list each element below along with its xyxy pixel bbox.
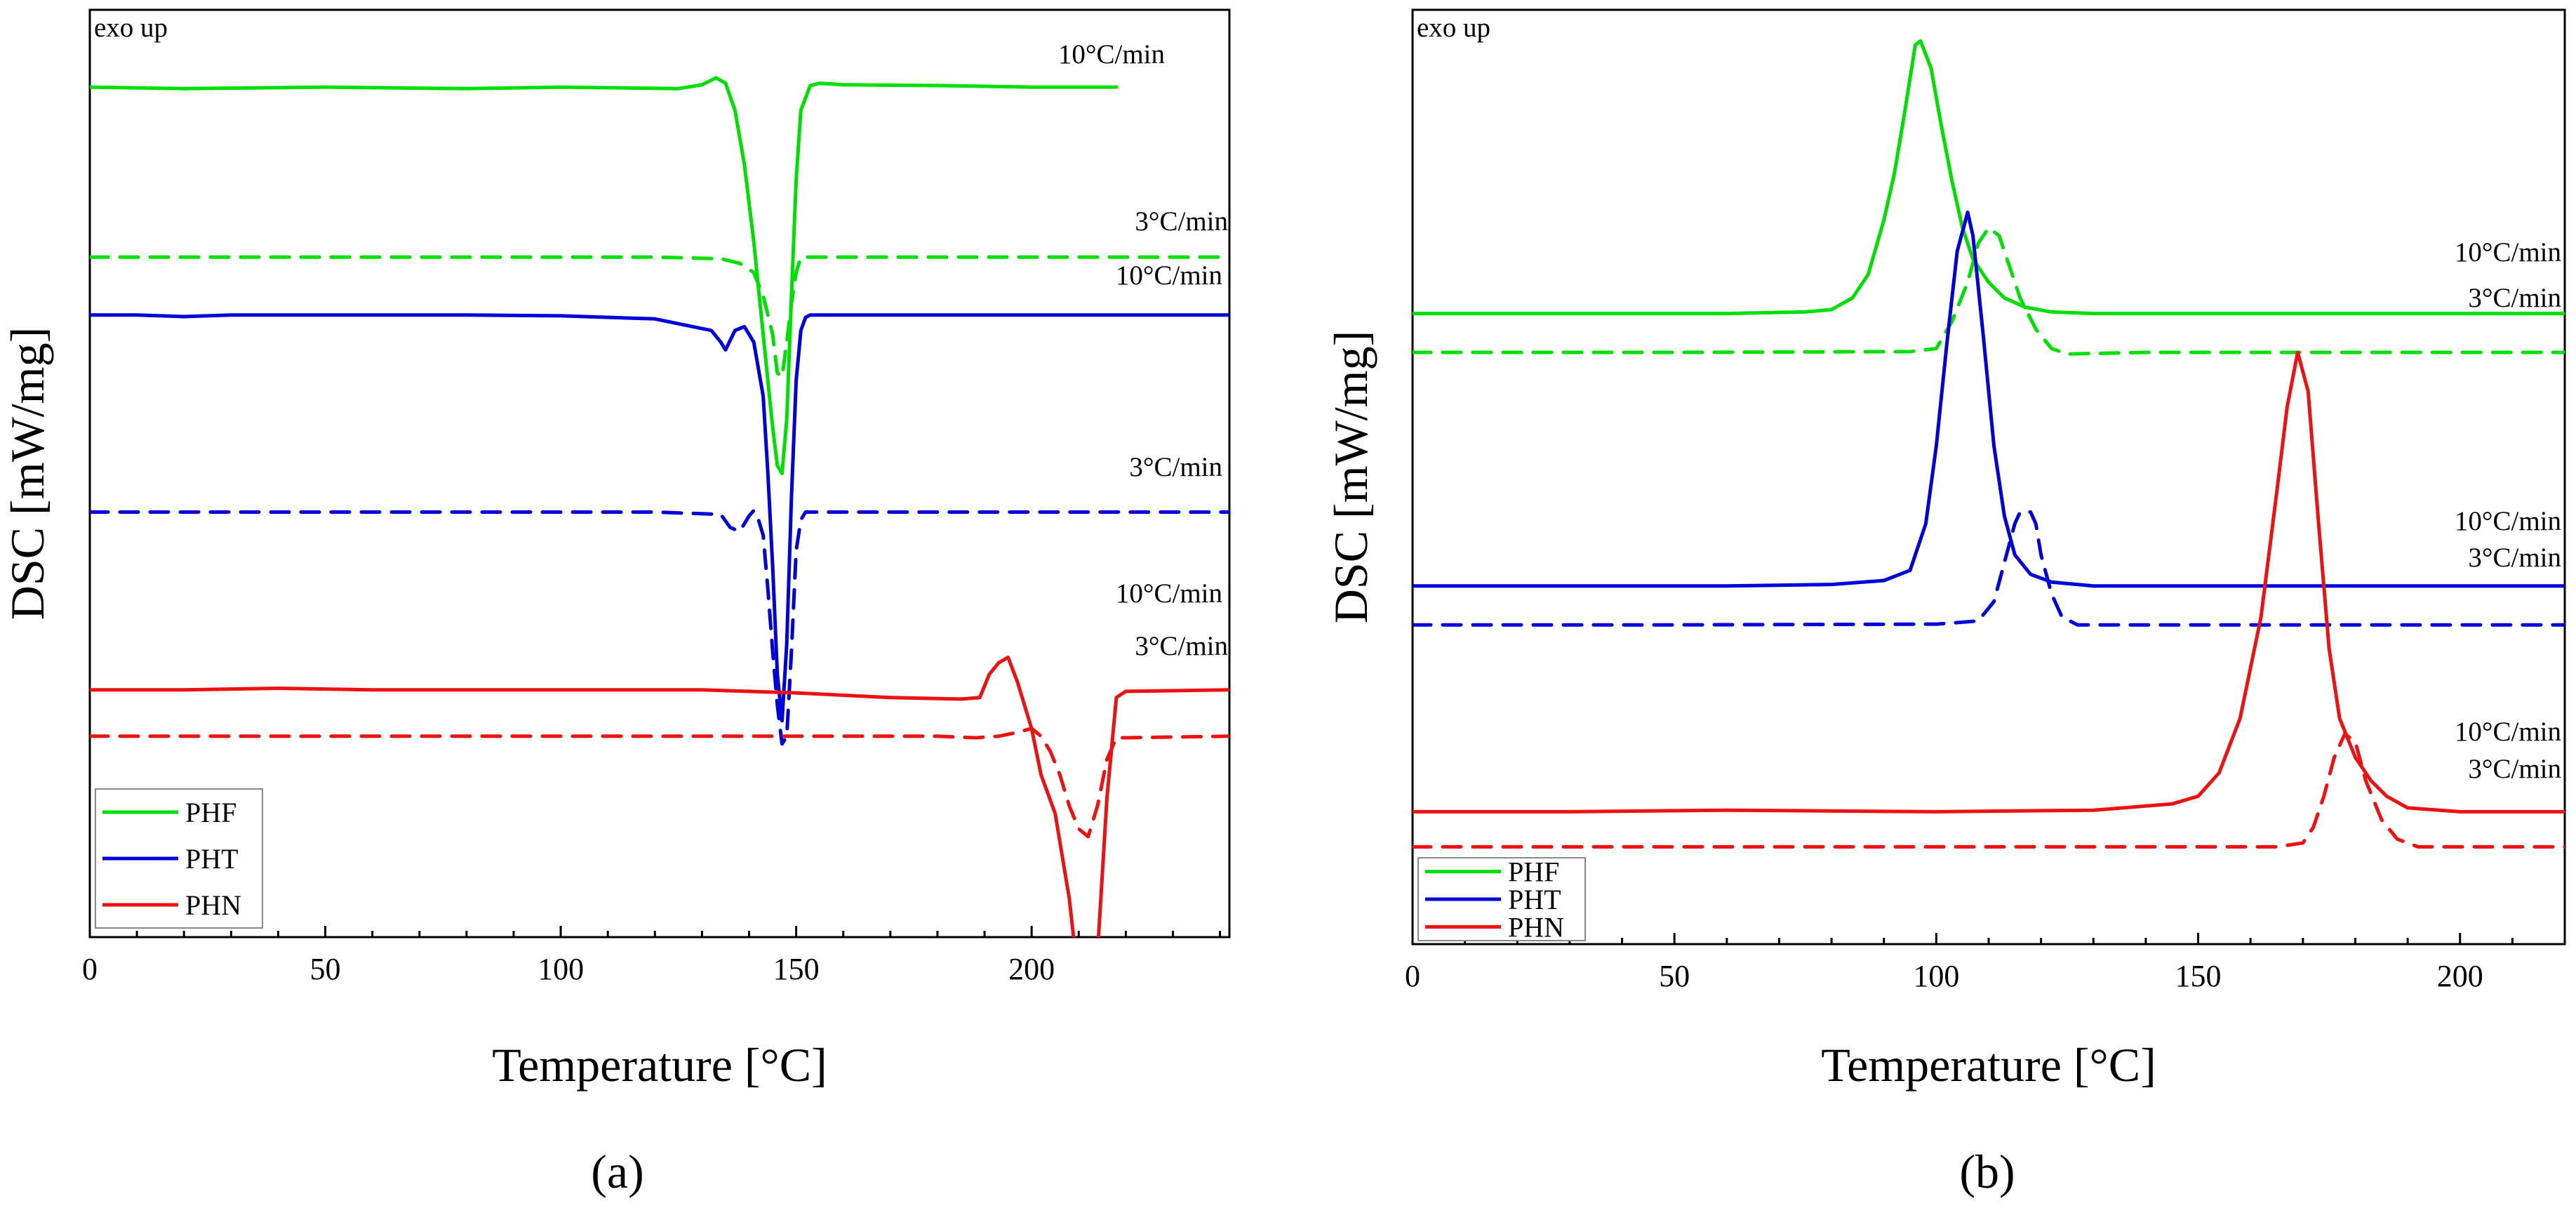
series-rate-label: 3°C/min (1129, 452, 1222, 482)
panel-a: 10°C/min 3°C/min 10°C/min 3°C/min 10°C/min 3°… (1, 8, 1231, 1198)
series-group (1413, 39, 2565, 849)
x-tick-label: 50 (1659, 959, 1690, 993)
x-tick-label: 0 (82, 952, 98, 986)
series-rate-label: 3°C/min (1135, 206, 1228, 237)
series-phn-3c-min (1413, 732, 2565, 849)
x-tick-label: 0 (1405, 959, 1420, 993)
series-phn-10c-min (90, 656, 1229, 937)
panel-label: (a) (591, 1145, 643, 1198)
legend-label-phf: PHF (185, 797, 236, 828)
plot-frame (88, 8, 1231, 939)
series-rate-label: 3°C/min (2468, 543, 2561, 573)
legend-label-pht: PHT (185, 843, 239, 875)
legend-label-pht: PHT (1508, 884, 1561, 915)
series-phn-10c-min (1413, 350, 2565, 814)
series-rate-label: 10°C/min (1116, 260, 1222, 291)
series-rate-label: 10°C/min (2455, 717, 2561, 747)
x-axis-title: Temperature [°C] (492, 1038, 827, 1092)
series-rate-label: 3°C/min (2468, 754, 2561, 784)
plot-frame (1411, 8, 2566, 946)
panel-b: 10°C/min 3°C/min 10°C/min 3°C/min 10°C/min 3°… (1324, 8, 2566, 1198)
exo-up-annotation: exo up (94, 13, 168, 43)
series-phf-3c-min (1413, 226, 2565, 356)
exo-up-annotation: exo up (1417, 13, 1490, 43)
x-tick-label: 50 (310, 952, 341, 986)
x-tick-label: 150 (2175, 959, 2222, 993)
x-tick-label: 100 (1913, 959, 1959, 993)
series-pht-10c-min (90, 313, 1229, 723)
series-rate-label: 10°C/min (2455, 506, 2561, 536)
y-axis-title: DSC [mW/mg] (1, 327, 54, 620)
legend-label-phn: PHN (1508, 911, 1564, 943)
x-tick-label: 100 (538, 952, 584, 986)
x-tick-label: 200 (2437, 959, 2483, 993)
series-group (90, 76, 1229, 937)
legend-label-phf: PHF (1508, 856, 1559, 888)
legend-label-phn: PHN (185, 889, 241, 921)
panel-label: (b) (1959, 1145, 2015, 1198)
series-rate-label: 3°C/min (2468, 283, 2561, 313)
x-tick-label: 150 (773, 952, 820, 986)
y-axis-title: DSC [mW/mg] (1324, 331, 1377, 623)
x-tick-label: 200 (1008, 952, 1055, 986)
series-pht-3c-min (90, 508, 1229, 746)
series-rate-label: 10°C/min (2455, 237, 2561, 267)
series-rate-label: 10°C/min (1058, 39, 1165, 69)
series-rate-label: 3°C/min (1135, 631, 1228, 661)
series-phf-10c-min (90, 76, 1119, 475)
series-pht-10c-min (1413, 210, 2565, 588)
x-axis-title: Temperature [°C] (1821, 1038, 2156, 1092)
series-phn-3c-min (90, 727, 1229, 839)
series-pht-3c-min (1413, 510, 2565, 627)
series-rate-label: 10°C/min (1116, 578, 1222, 609)
series-phf-3c-min (90, 255, 1229, 379)
series-phf-10c-min (1413, 39, 2565, 316)
legend: PHF PHT PHN (95, 788, 263, 929)
